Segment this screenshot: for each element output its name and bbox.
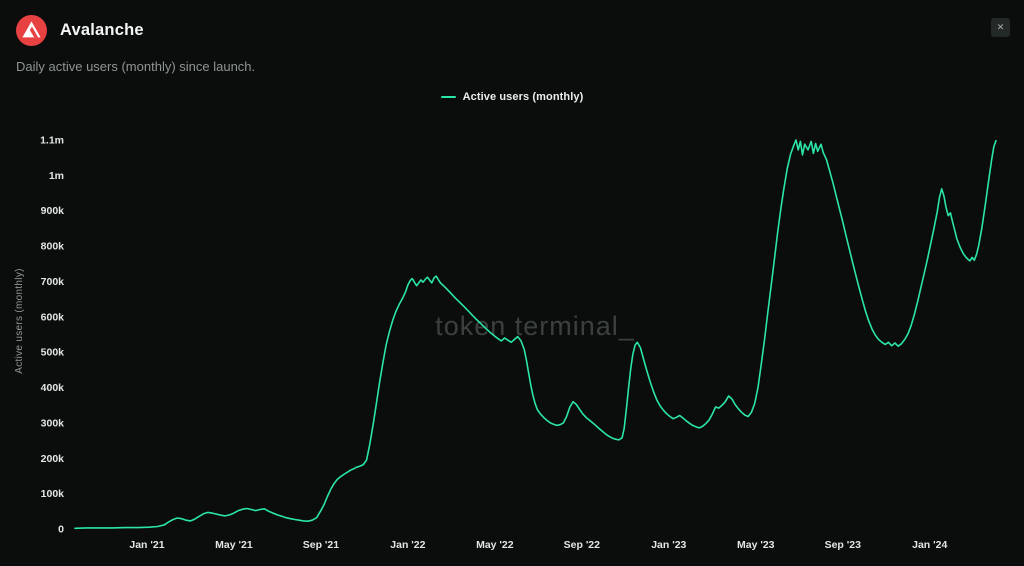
active-users-chart: token terminal_ 0 100k 200k 300k 400k 500k 600k… [14,134,997,551]
y-tick-label: 500k [41,347,65,359]
x-tick-label: May '22 [476,539,514,551]
x-tick-label: May '23 [737,539,775,551]
token-terminal-watermark: token terminal_ [435,311,635,341]
active-users-line [74,139,997,530]
chart-subtitle: Daily active users (monthly) since launc… [16,59,256,74]
avalanche-logo-icon [16,15,47,46]
y-tick-label: 200k [41,453,65,465]
x-tick-label: May '21 [215,539,253,551]
y-tick-label: 700k [41,276,65,288]
y-tick-label: 1.1m [40,134,64,146]
x-tick-label: Jan '21 [129,539,164,551]
header: Avalanche [0,0,1024,46]
y-tick-label: 0 [58,524,64,536]
y-tick-label: 800k [41,241,65,253]
chart-legend: Active users (monthly) [0,91,1024,103]
y-tick-label: 1m [49,170,64,182]
y-tick-label: 300k [41,417,65,429]
y-tick-label: 900k [41,205,65,217]
close-button[interactable]: ✕ [991,18,1010,37]
x-tick-label: Sep '21 [303,539,340,551]
x-tick-label: Sep '22 [564,539,601,551]
y-axis-title: Active users (monthly) [14,268,25,374]
y-tick-label: 600k [41,311,65,323]
y-tick-label: 400k [41,382,65,394]
x-tick-label: Sep '23 [825,539,862,551]
x-tick-label: Jan '23 [651,539,686,551]
page-title: Avalanche [60,21,144,39]
x-tick-label: Jan '24 [912,539,947,551]
legend-line-marker [440,96,456,98]
x-tick-label: Jan '22 [390,539,425,551]
y-tick-label: 100k [41,488,65,500]
legend-label: Active users (monthly) [462,91,584,103]
